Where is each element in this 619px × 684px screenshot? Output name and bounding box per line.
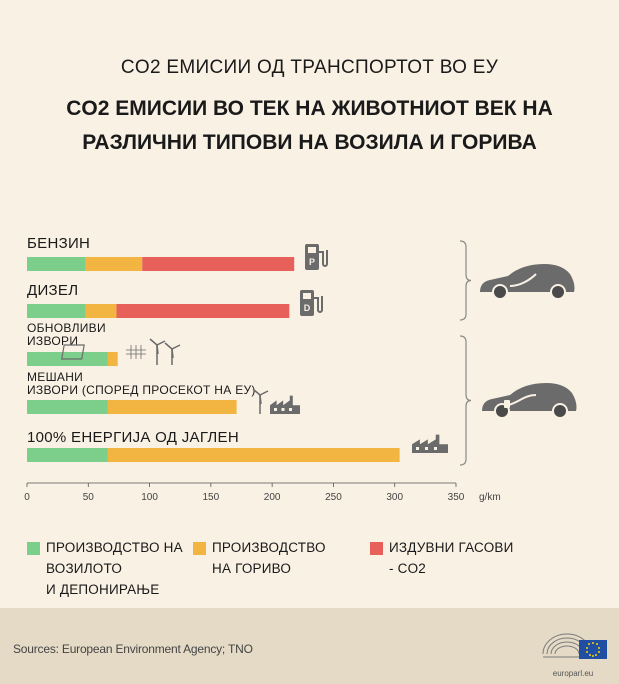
x-tick-label: 100 <box>141 492 158 503</box>
parliament-hemicycle-icon <box>542 633 607 659</box>
legend-swatch-exhaust <box>370 542 383 555</box>
legend-label-exhaust: ИЗДУВНИ ГАСОВИ - CO2 <box>389 540 514 576</box>
x-tick-label: 0 <box>24 492 30 503</box>
brace-combustion <box>459 240 472 321</box>
category-label: ДИЗЕЛ <box>27 282 78 299</box>
footer: Sources: European Environment Agency; TN… <box>0 608 619 684</box>
bar-segment-1 <box>27 448 108 462</box>
category-label: МЕШАНИ <box>27 370 83 384</box>
wind-factory-icon <box>252 388 301 415</box>
x-tick-label: 200 <box>264 492 281 503</box>
supertitle: CO2 ЕМИСИИ ОД ТРАНСПОРТОТ ВО ЕУ <box>120 57 499 78</box>
europarl-text: europarl.eu <box>552 669 594 678</box>
category-label: ИЗВОРИ (СПОРЕД ПРОСЕКОТ НА ЕУ) <box>27 383 256 397</box>
title-line-1: CO2 ЕМИСИИ ВО ТЕК НА ЖИВОТНИОТ ВЕК НА <box>66 97 553 120</box>
x-tick-label: 150 <box>203 492 220 503</box>
x-tick-label: 50 <box>83 492 95 503</box>
category-label: 100% ЕНЕРГИЈА ОД ЈАГЛЕН <box>27 429 239 446</box>
category-label: ИЗВОРИ <box>27 334 78 348</box>
legend-swatch-fuel <box>193 542 206 555</box>
electric-car-icon <box>482 383 577 417</box>
bar-segment-2 <box>85 304 117 318</box>
bar-segment-1 <box>27 304 86 318</box>
category-label: БЕНЗИН <box>27 235 90 252</box>
x-axis-unit: g/km <box>479 492 501 503</box>
solar-wind-icon <box>60 338 181 365</box>
legend-label-vehicle: ПРОИЗВОДСТВО НА ВОЗИЛОТО И ДЕПОНИРАЊЕ <box>46 540 183 597</box>
svg-text:P: P <box>309 257 315 267</box>
category-label: ОБНОВЛИВИ <box>27 321 106 335</box>
combustion-car-icon <box>480 264 575 298</box>
bar-segment-2 <box>107 448 400 462</box>
brace-electric <box>459 335 472 466</box>
sources-text: Sources: European Environment Agency; TN… <box>13 642 253 656</box>
bar-segment-3 <box>142 257 295 271</box>
bar-segment-1 <box>27 257 86 271</box>
bar-segment-2 <box>107 400 237 414</box>
x-tick-label: 300 <box>386 492 403 503</box>
factory-icon <box>412 434 449 454</box>
solar-panel-icon <box>60 344 85 360</box>
x-tick-label: 350 <box>448 492 465 503</box>
title-line-2: РАЗЛИЧНИ ТИПОВИ НА ВОЗИЛА И ГОРИВА <box>82 131 537 154</box>
legend-swatch-vehicle <box>27 542 40 555</box>
bar-segment-2 <box>85 257 143 271</box>
fuel-pump-d-icon: D <box>300 290 323 316</box>
european-parliament-logo[interactable]: europarl.eu <box>537 624 609 680</box>
x-tick-label: 250 <box>325 492 342 503</box>
legend-label-fuel: ПРОИЗВОДСТВО НА ГОРИВО <box>212 540 326 576</box>
fuel-pump-p-icon: P <box>305 244 328 270</box>
bar-segment-2 <box>107 352 118 366</box>
bar-segment-1 <box>27 400 108 414</box>
svg-text:D: D <box>304 303 311 313</box>
bar-segment-3 <box>116 304 290 318</box>
